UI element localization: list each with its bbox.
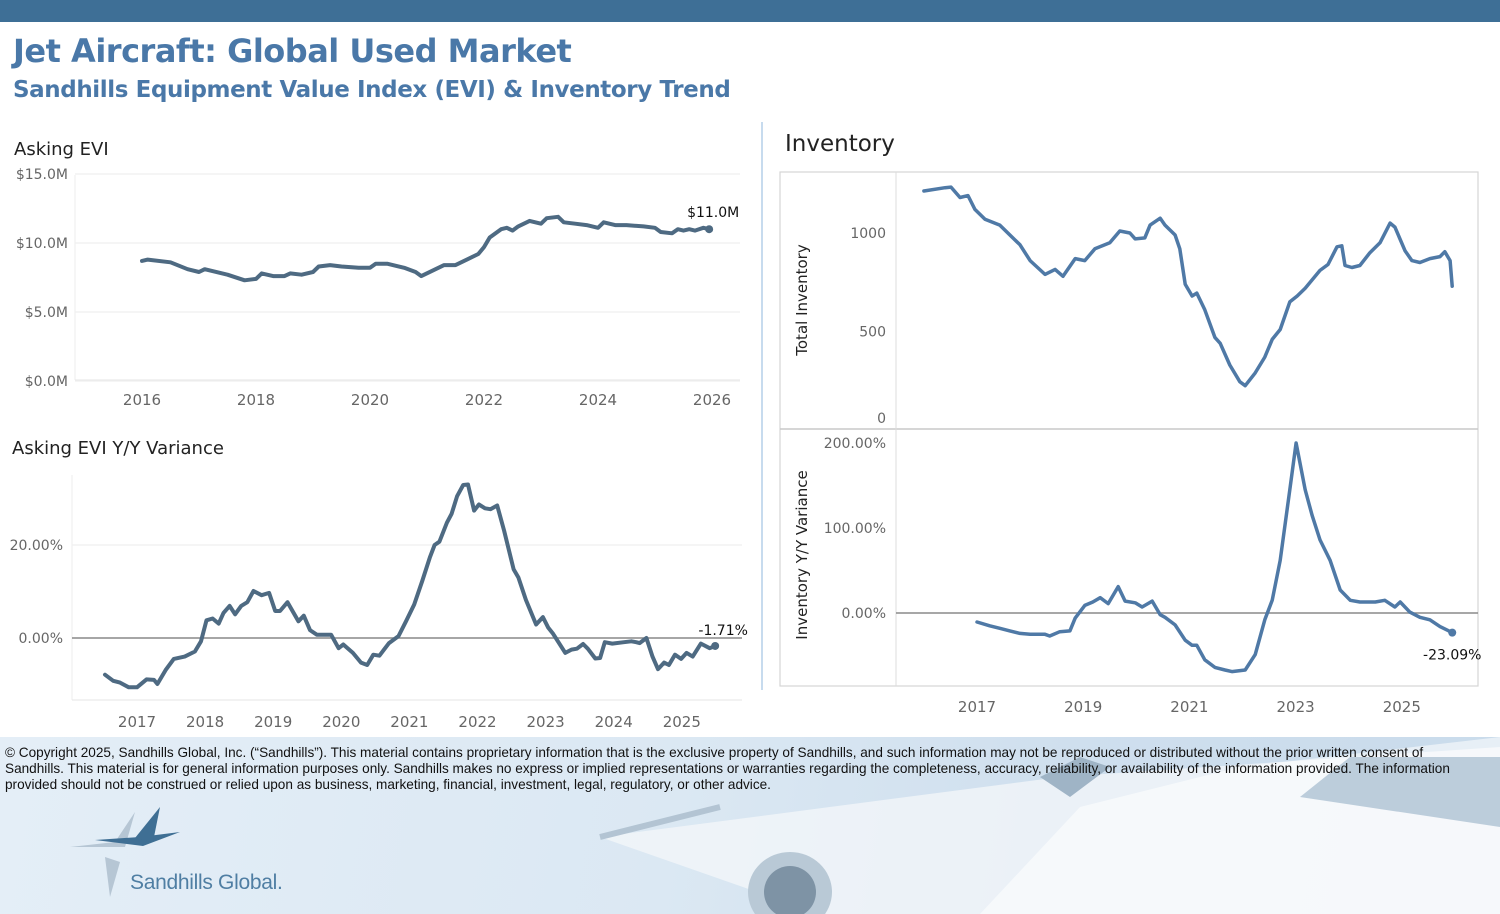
x-tick-label: 2018 [237,391,275,409]
last-point-marker [1448,628,1457,637]
x-tick-label: 2017 [118,713,156,731]
page-title: Jet Aircraft: Global Used Market [13,32,572,70]
last-value-label: -1.71% [698,623,748,639]
x-tick-label: 2016 [123,391,161,409]
inventory-yy-series-line [975,441,1454,674]
charts-canvas: $0.0M $5.0M $10.0M $15.0M 2016 2018 2020 2022 20… [10,167,1482,731]
panel-divider [761,122,763,690]
inventory-yy-chart: 0.00% 100.00% 200.00% 2017 2019 2021 2023 2025 -… [793,436,1481,716]
x-tick-label: 2018 [186,713,224,731]
x-tick-label: 2023 [527,713,565,731]
last-value-label: $11.0M [687,205,739,221]
y-axis-title: Inventory Y/Y Variance [793,470,811,639]
x-tick-label: 2019 [1064,698,1102,716]
x-tick-label: 2025 [1383,698,1421,716]
y-tick-label: $5.0M [25,305,68,321]
sandhills-crane-logo [70,807,180,897]
y-axis-title: Total Inventory [793,244,811,357]
y-tick-label: 100.00% [824,521,886,537]
y-tick-label: 1000 [850,226,886,242]
y-tick-label: 0 [877,411,886,427]
copyright-notice: © Copyright 2025, Sandhills Global, Inc.… [5,745,1450,792]
footer: © Copyright 2025, Sandhills Global, Inc.… [0,737,1500,914]
x-tick-label: 2022 [465,391,503,409]
x-tick-label: 2019 [254,713,292,731]
asking-evi-title: Asking EVI [14,139,109,160]
sandhills-global-logo-text: Sandhills Global. [130,871,283,894]
x-tick-label: 2025 [663,713,701,731]
evi-yy-series-line [103,482,718,690]
y-tick-label: 0.00% [19,631,63,647]
page-subtitle: Sandhills Equipment Value Index (EVI) & … [13,77,731,103]
last-point-marker [705,225,714,234]
evi-series-line [140,214,712,283]
x-tick-label: 2024 [595,713,633,731]
y-tick-label: $0.0M [25,374,68,390]
inventory-chart: 0 500 1000 Total Inventory [793,185,1454,427]
x-tick-label: 2020 [322,713,360,731]
x-tick-label: 2017 [958,698,996,716]
inventory-series-line [922,185,1454,388]
x-tick-label: 2022 [458,713,496,731]
x-tick-label: 2020 [351,391,389,409]
x-tick-label: 2021 [390,713,428,731]
inventory-title: Inventory [785,131,895,157]
y-tick-label: 500 [859,325,886,341]
y-tick-label: $10.0M [16,236,68,252]
x-tick-label: 2021 [1170,698,1208,716]
evi-yy-chart: 0.00% 20.00% 2017 2018 2019 2020 2021 2022 2023 2… [10,482,748,731]
evi-chart: $0.0M $5.0M $10.0M $15.0M 2016 2018 2020 2022 20… [16,167,740,409]
airplane-background-image [599,737,1500,914]
x-tick-label: 2026 [693,391,731,409]
y-tick-label: 200.00% [824,436,886,452]
y-tick-label: 0.00% [842,606,886,622]
x-tick-label: 2024 [579,391,617,409]
header-bar [0,0,1500,22]
last-value-label: -23.09% [1423,648,1481,664]
x-tick-label: 2023 [1277,698,1315,716]
y-tick-label: $15.0M [16,167,68,183]
y-tick-label: 20.00% [10,538,63,554]
asking-evi-yy-title: Asking EVI Y/Y Variance [12,438,224,459]
last-point-marker [711,641,720,650]
